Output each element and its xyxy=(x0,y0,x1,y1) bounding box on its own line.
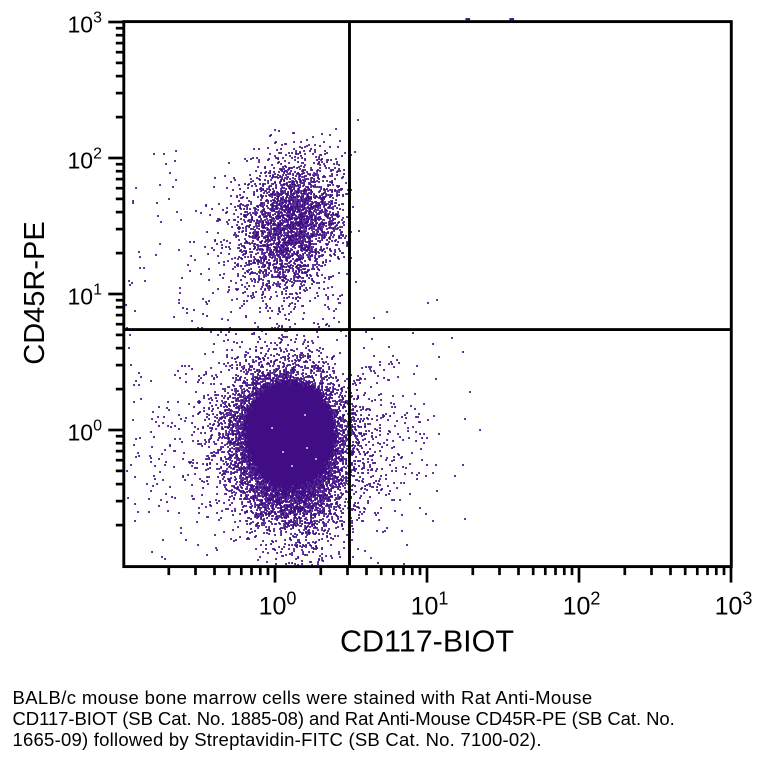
svg-text:CD45R-PE: CD45R-PE xyxy=(19,221,51,364)
svg-text:102: 102 xyxy=(563,589,601,621)
svg-text:101: 101 xyxy=(411,589,449,621)
svg-text:CD117-BIOT: CD117-BIOT xyxy=(340,625,514,659)
